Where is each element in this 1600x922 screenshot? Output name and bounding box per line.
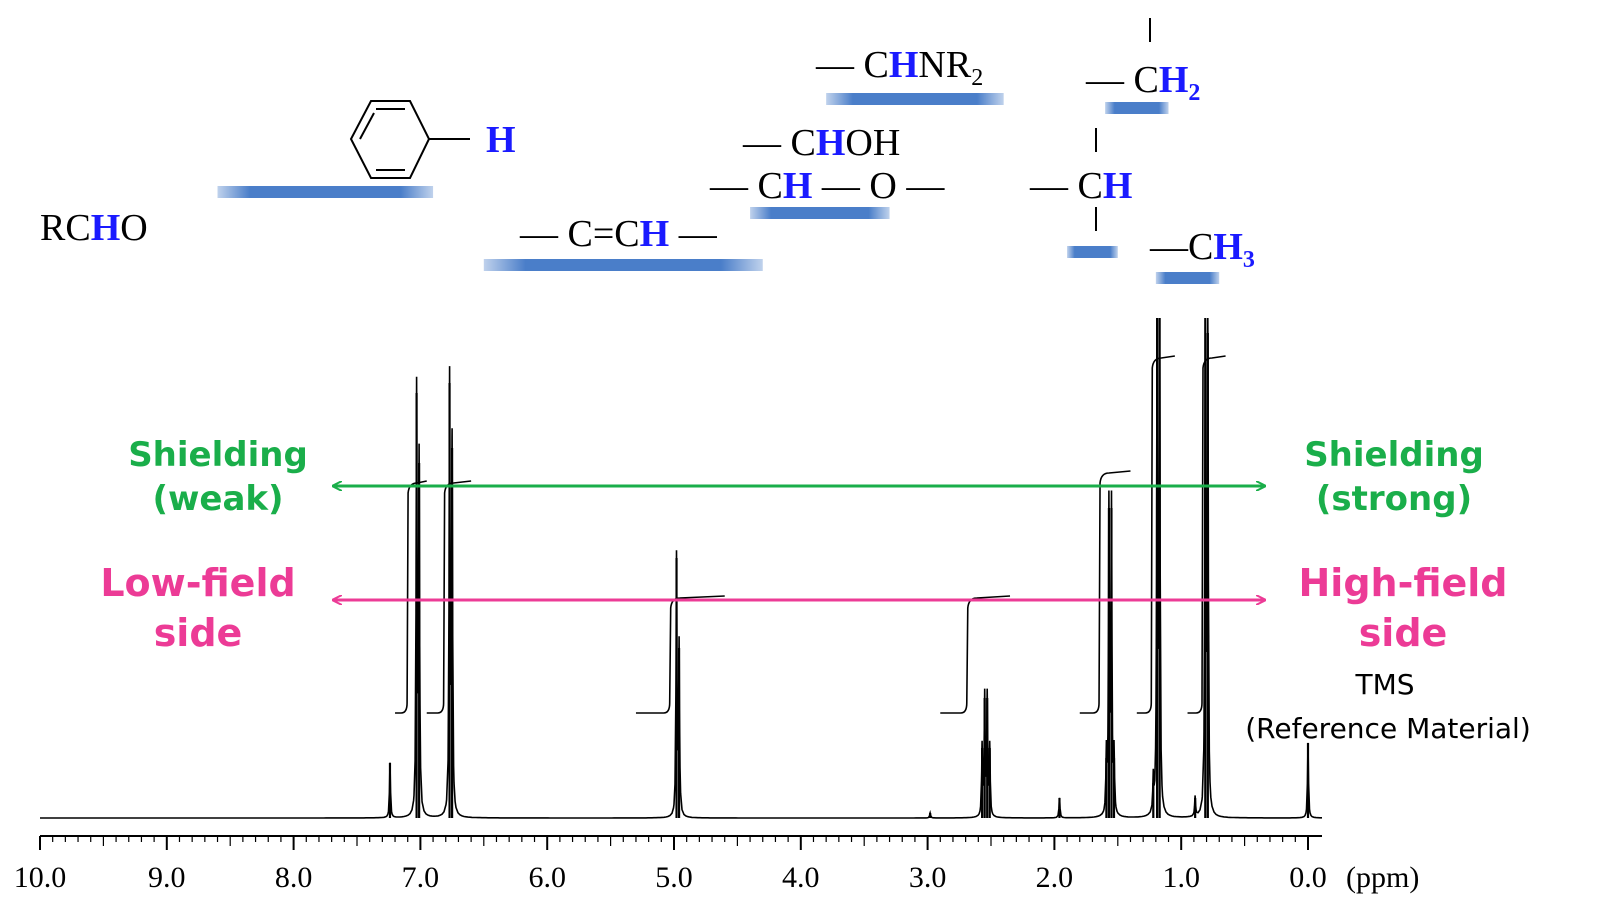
spectrum-line bbox=[40, 317, 1322, 819]
x-tick-label-4: 6.0 bbox=[528, 861, 566, 894]
integral-curve-4 bbox=[1079, 470, 1131, 714]
low-field-line1: Low-field bbox=[100, 561, 295, 605]
range-bar-aromatic bbox=[217, 186, 434, 198]
nmr-spectrum bbox=[40, 317, 1322, 819]
x-tick-label-3: 7.0 bbox=[402, 861, 440, 894]
alkene-label: — C=CH — bbox=[519, 213, 718, 255]
ether-label: — CH — O — bbox=[709, 165, 945, 207]
integral-curve-5 bbox=[1136, 355, 1175, 714]
shielding-weak-line1: Shielding bbox=[128, 435, 308, 475]
tms-label: TMS bbox=[1354, 668, 1414, 701]
bond-lines bbox=[1095, 18, 1151, 231]
shielding-weak-line2: (weak) bbox=[152, 479, 283, 519]
methine-label: — CH bbox=[1029, 165, 1132, 207]
x-axis-label: (ppm) bbox=[1346, 861, 1419, 894]
aromatic-h-label: H bbox=[486, 119, 516, 161]
amine-label: — CHNR2 bbox=[815, 44, 983, 91]
integral-curve-6 bbox=[1187, 355, 1226, 714]
methyl-label: —CH3 bbox=[1149, 226, 1255, 273]
integral-curve-0 bbox=[395, 480, 427, 714]
methylene-label: — CH2 bbox=[1085, 59, 1200, 106]
range-bar-methyl bbox=[1155, 272, 1220, 284]
benzene-ring-icon bbox=[349, 100, 470, 179]
integral-curve-2 bbox=[635, 595, 725, 714]
range-bar-alkene bbox=[483, 259, 763, 271]
x-tick-label-2: 8.0 bbox=[275, 861, 313, 894]
range-bar-amine bbox=[826, 93, 1004, 105]
range-bar-methylene bbox=[1105, 102, 1169, 114]
x-tick-label-7: 3.0 bbox=[909, 861, 947, 894]
shielding-strong-line1: Shielding bbox=[1304, 435, 1484, 475]
alcohol-label: — CHOH bbox=[742, 122, 900, 164]
x-tick-label-5: 5.0 bbox=[655, 861, 693, 894]
shielding-strong-line2: (strong) bbox=[1316, 479, 1472, 519]
x-tick-label-1: 9.0 bbox=[148, 861, 186, 894]
x-tick-label-9: 1.0 bbox=[1162, 861, 1200, 894]
x-tick-label-10: 0.0 bbox=[1289, 861, 1327, 894]
x-axis: 10.0 9.0 8.0 7.0 6.0 5.0 4.0 3.0 2.0 1.0 0.0 bbox=[14, 835, 1327, 894]
high-field-line2: side bbox=[1359, 611, 1448, 655]
integral-curve-3 bbox=[940, 595, 1011, 714]
range-bar-methine bbox=[1067, 246, 1118, 258]
x-tick-label-0: 10.0 bbox=[14, 861, 67, 894]
low-field-line2: side bbox=[154, 611, 243, 655]
tms-reference-label: (Reference Material) bbox=[1245, 712, 1531, 745]
x-tick-label-8: 2.0 bbox=[1036, 861, 1074, 894]
chemical-shift-range-bars bbox=[217, 93, 1220, 284]
x-tick-label-6: 4.0 bbox=[782, 861, 820, 894]
rcho-label: RCHO bbox=[40, 207, 148, 249]
range-bar-ether_alcohol bbox=[750, 207, 890, 219]
high-field-line1: High-field bbox=[1298, 561, 1507, 605]
